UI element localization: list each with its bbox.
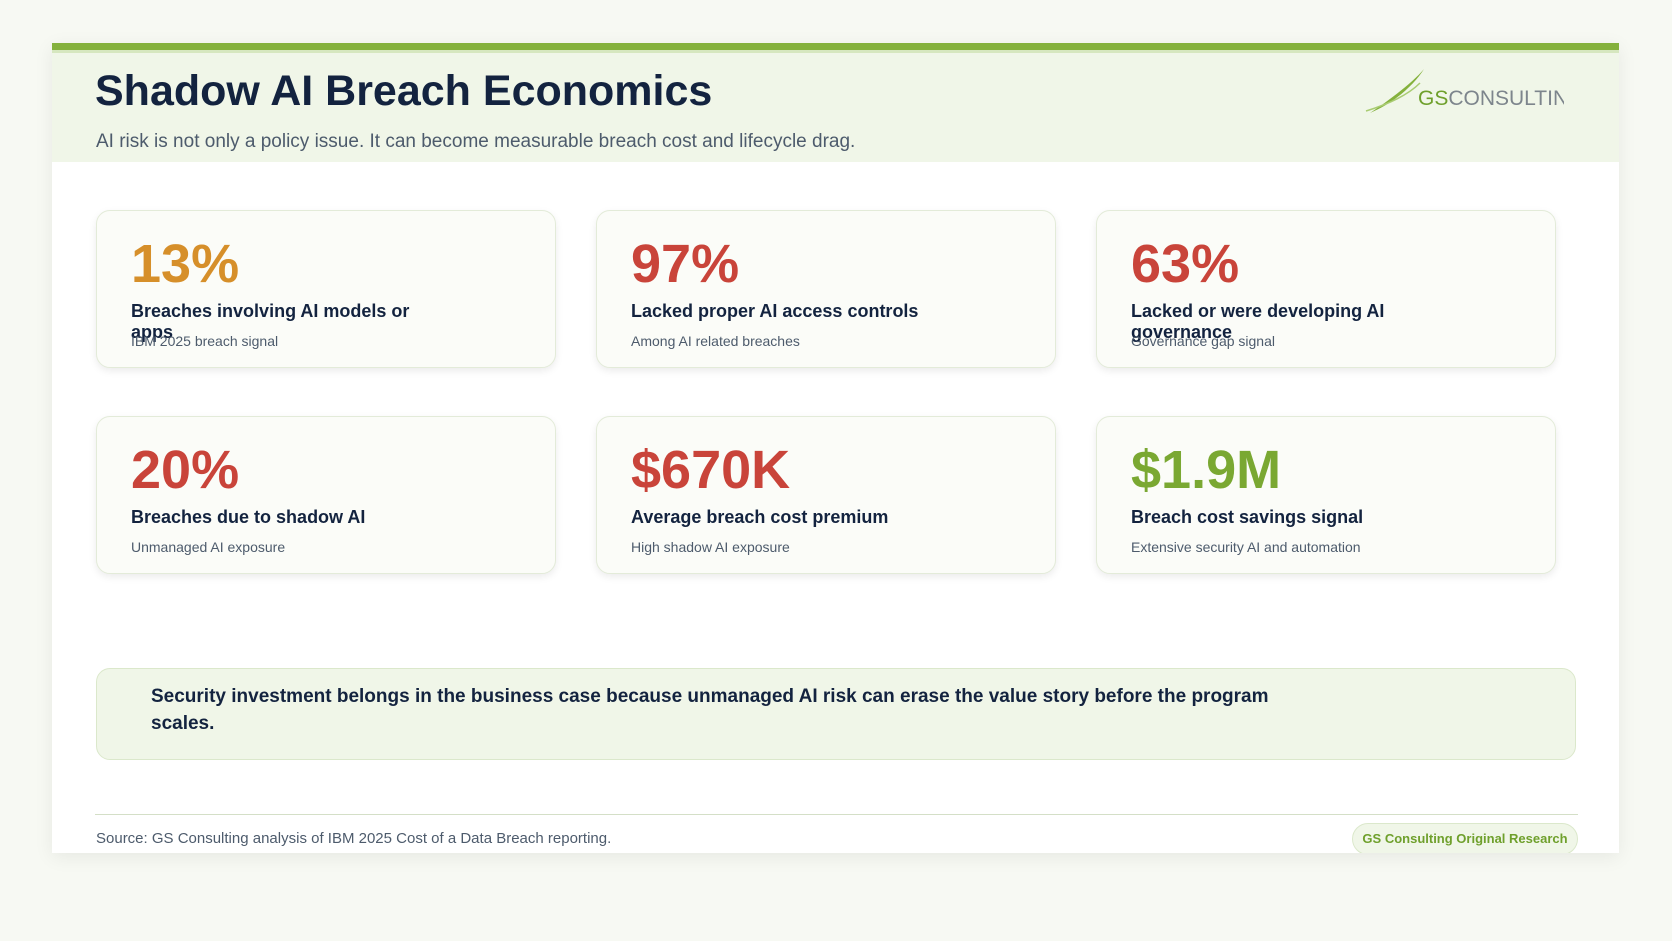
callout-text: Security investment belongs in the busin… bbox=[151, 686, 1269, 734]
logo-swoosh bbox=[1365, 82, 1421, 112]
stat-value: 20% bbox=[131, 440, 240, 500]
stat-note: Governance gap signal bbox=[1131, 333, 1275, 349]
stat-value: $670K bbox=[631, 440, 791, 500]
badge: GS Consulting Original Research bbox=[1352, 823, 1578, 853]
stat-card: 97% Lacked proper AI access controls Among… bbox=[596, 210, 1056, 368]
stat-label: Average breach cost premium bbox=[631, 507, 889, 527]
stat-note: Extensive security AI and automation bbox=[1131, 539, 1361, 555]
logo-text: GSCONSULTING bbox=[1418, 87, 1564, 110]
stat-card: $1.9M Breach cost savings signal Extensive… bbox=[1096, 416, 1556, 574]
stat-card: 13% Breaches involving AI models or apps I… bbox=[96, 210, 556, 368]
stat-note: IBM 2025 breach signal bbox=[131, 333, 279, 349]
logo-mark: GS bbox=[1418, 87, 1448, 110]
subtitle: AI risk is not only a policy issue. It c… bbox=[96, 131, 856, 152]
stat-value: 97% bbox=[631, 234, 740, 294]
stat-label: Lacked proper AI access controls bbox=[631, 301, 919, 321]
stat-value: $1.9M bbox=[1131, 440, 1282, 500]
header: Shadow AI Breach Economics AI risk is no… bbox=[52, 53, 1619, 162]
stat-label: Breach cost savings signal bbox=[1131, 507, 1364, 527]
source: Source: GS Consulting analysis of IBM 20… bbox=[96, 830, 612, 847]
logo: GSCONSULTING bbox=[1365, 69, 1564, 113]
slide: Shadow AI Breach Economics AI risk is no… bbox=[52, 43, 1619, 853]
stat-note: High shadow AI exposure bbox=[631, 539, 790, 555]
stat-label: Lacked or were developing AI governance bbox=[1131, 301, 1385, 342]
accent-bar bbox=[52, 43, 1619, 53]
stat-card: 20% Breaches due to shadow AI Unmanaged AI… bbox=[96, 416, 556, 574]
stat-label: Breaches due to shadow AI bbox=[131, 507, 366, 527]
stat-card: 63% Lacked or were developing AI governan… bbox=[1096, 210, 1556, 368]
title: Shadow AI Breach Economics bbox=[95, 67, 713, 115]
divider bbox=[95, 814, 1578, 815]
stat-note: Among AI related breaches bbox=[631, 333, 800, 349]
stat-note: Unmanaged AI exposure bbox=[131, 539, 286, 555]
stat-value: 13% bbox=[131, 234, 240, 294]
callout: Security investment belongs in the busin… bbox=[96, 668, 1576, 760]
stat-label: Breaches involving AI models or apps bbox=[131, 301, 410, 342]
logo-word: CONSULTING bbox=[1448, 87, 1564, 110]
stat-value: 63% bbox=[1131, 234, 1240, 294]
stat-card: $670K Average breach cost premium High sha… bbox=[596, 416, 1056, 574]
